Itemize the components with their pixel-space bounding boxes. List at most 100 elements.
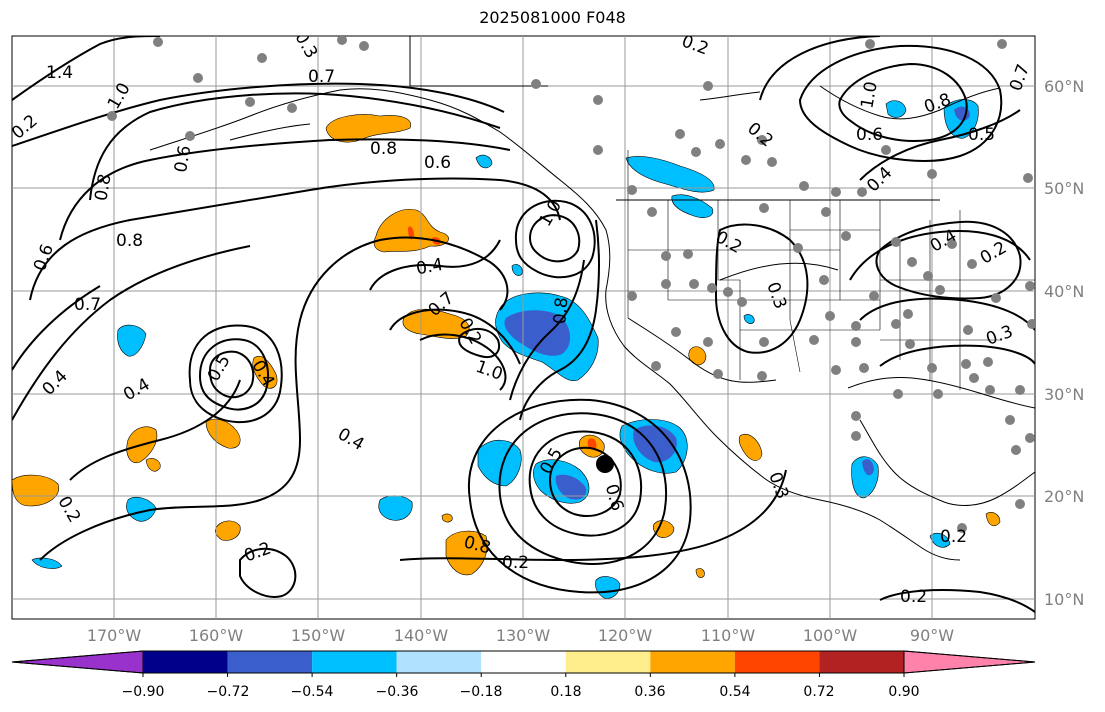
colorbar-segment [396,651,482,673]
colorbar-segment [481,651,566,673]
station-marker [757,135,767,145]
contour-line [188,324,283,424]
lat-label: 30°N [1044,385,1085,404]
station-marker [651,361,661,371]
station-marker [869,291,879,301]
lat-label: 60°N [1044,77,1085,96]
colorbar-tick-label: −0.18 [459,684,503,700]
contour-label: 0.8 [116,231,143,251]
station-marker [935,285,945,295]
station-marker [647,207,657,217]
station-marker [1023,173,1033,183]
contour-line [509,259,585,401]
shade-orange-15 [652,520,675,538]
station-marker [851,411,861,421]
shade-cyan-7 [117,324,147,357]
contour-line [12,36,161,101]
contour-line [12,285,101,371]
shade-orange-16 [985,512,1001,527]
contour-label: 0.2 [940,527,967,547]
colorbar-tick-label: −0.72 [206,684,250,700]
contour-line [458,328,500,358]
station-marker [793,243,803,253]
station-marker [851,431,861,441]
shade-red-3 [587,438,597,450]
contour-line [389,308,521,365]
station-marker [767,157,777,167]
map-title: 2025081000 F048 [479,8,626,27]
lat-label: 20°N [1044,487,1085,506]
contour-line [59,138,511,241]
station-marker [185,131,195,141]
contour-line [29,177,561,301]
contour-label: 0.6 [424,153,451,173]
shade-orange-14 [738,434,763,461]
colorbar-tick-label: −0.36 [375,684,419,700]
station-marker [1005,415,1015,425]
contour-line [498,412,668,565]
contour-line [519,219,600,421]
colorbar-tick-label: 0.18 [550,684,582,700]
contour-line [798,44,1003,162]
contour-label: 0.8 [550,296,572,325]
contour-line [198,338,269,411]
colorbar-tick-label: 0.72 [803,684,835,700]
station-marker [881,145,891,155]
colorbar-segment [227,651,313,673]
station-marker [1011,445,1021,455]
station-marker [851,337,861,347]
contour-line [239,547,297,598]
station-marker [997,39,1007,49]
shade-cyan-6 [378,495,413,521]
contour-line [859,297,1035,331]
station-marker [893,389,903,399]
contour-line [208,350,255,399]
lon-label: 150°W [290,626,346,645]
shade-blue-2 [555,474,587,500]
shade-blue-3 [633,425,677,463]
lon-label: 140°W [393,626,449,645]
colorbar-segment [734,651,820,673]
contour-label: 1.0 [857,80,881,110]
station-marker [153,37,163,47]
contour-line [859,109,1021,181]
station-marker [759,337,769,347]
station-marker [337,36,347,45]
shade-orange-13 [688,346,707,366]
station-marker [967,259,977,269]
station-marker [627,291,637,301]
contour-line [838,62,968,143]
colorbar-extension-high [903,650,1036,674]
station-marker [903,309,913,319]
station-markers [107,36,1035,533]
station-marker [957,523,967,533]
shade-orange-8 [145,458,161,472]
lon-label: 160°W [188,626,244,645]
station-marker [689,279,699,289]
station-marker [661,279,671,289]
station-marker [707,283,717,293]
contour-label: 0.2 [900,587,927,607]
contour-line [419,333,507,391]
lon-label: 130°W [495,626,551,645]
station-marker [1025,281,1035,291]
station-marker [757,371,767,381]
station-marker [627,185,637,195]
contour-line [89,92,501,201]
station-marker [933,389,943,399]
station-marker [593,95,603,105]
shade-orange-17 [695,568,705,578]
station-marker [799,181,809,191]
station-marker [703,337,713,347]
station-marker [661,251,671,261]
colorbar-segment [312,651,397,673]
lon-label: 120°W [597,626,653,645]
shading-layer [12,99,1001,599]
station-marker [923,271,933,281]
station-marker [851,321,861,331]
contour-line [69,379,241,481]
station-marker [819,275,829,285]
contour-line [369,239,501,291]
contour-line [528,214,581,263]
